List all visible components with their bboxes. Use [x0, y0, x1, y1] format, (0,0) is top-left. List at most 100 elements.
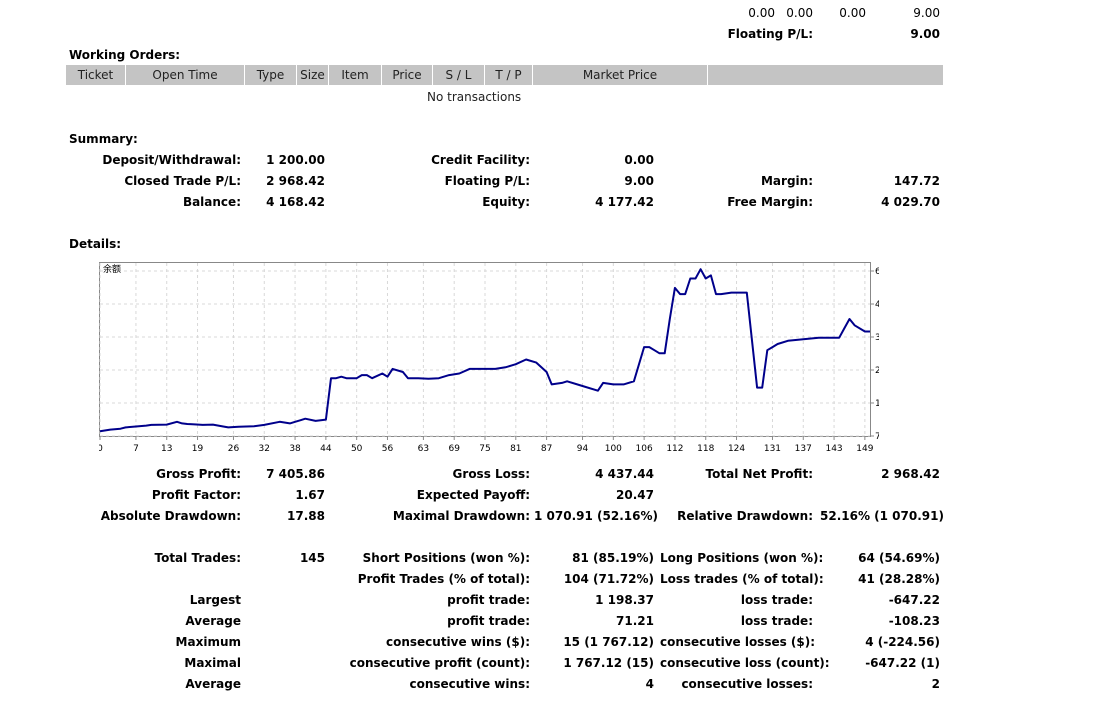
stat-label: Expected Payoff: [416, 488, 530, 502]
stat-value: 4 [645, 677, 654, 691]
x-tick-label: 81 [510, 444, 521, 454]
x-tick-label: 100 [605, 444, 622, 454]
stat-label: Profit Factor: [151, 488, 241, 502]
stat-label: Largest [189, 593, 241, 607]
summary-label: Margin: [760, 174, 813, 188]
chart-title: 余额 [103, 263, 121, 275]
stat-value: 52.16% (1 070.91) [820, 509, 944, 523]
stat-label: Average [185, 614, 241, 628]
stat-label: Average [185, 677, 241, 691]
y-tick-label: 2864 [875, 366, 879, 376]
stat-value: 41 (28.28%) [858, 572, 940, 586]
x-tick-label: 50 [351, 444, 363, 454]
col-tp[interactable]: T / P [485, 65, 533, 85]
stat-label: Short Positions (won %): [362, 551, 530, 565]
top-value-4: 9.00 [913, 6, 940, 20]
x-tick-label: 87 [541, 444, 552, 454]
stat-label: profit trade: [447, 614, 530, 628]
working-orders-title: Working Orders: [69, 48, 181, 62]
summary-value: 2 968.42 [266, 174, 325, 188]
balance-line [99, 268, 870, 433]
stat-label: Gross Profit: [156, 467, 241, 481]
col-price[interactable]: Price [382, 65, 433, 85]
x-tick-label: 131 [764, 444, 781, 454]
stat-value: 4 437.44 [595, 467, 654, 481]
top-floating-label: Floating P/L: [727, 27, 813, 41]
x-tick-label: 75 [479, 444, 490, 454]
summary-value: 147.72 [893, 174, 940, 188]
stat-value: 145 [299, 551, 325, 565]
stat-label: consecutive profit (count): [349, 656, 530, 670]
x-tick-label: 0 [99, 444, 103, 454]
col-market-price[interactable]: Market Price [533, 65, 708, 85]
stat-label: consecutive losses ($): [660, 635, 816, 649]
stat-label: Profit Trades (% of total): [357, 572, 530, 586]
stat-value: 7 405.86 [266, 467, 325, 481]
bottom-taskbar-strip [630, 698, 1097, 704]
col-type[interactable]: Type [245, 65, 297, 85]
x-tick-label: 143 [825, 444, 842, 454]
x-tick-label: 7 [133, 444, 139, 454]
col-size[interactable]: Size [297, 65, 329, 85]
x-tick-label: 112 [666, 444, 683, 454]
stat-value: 2 [931, 677, 940, 691]
stat-value: 1.67 [295, 488, 325, 502]
summary-label: Equity: [482, 195, 530, 209]
stat-value: 71.21 [616, 614, 654, 628]
stat-value: 20.47 [616, 488, 654, 502]
stat-label: Gross Loss: [452, 467, 530, 481]
stat-label: Long Positions (won %): [660, 551, 824, 565]
x-tick-label: 56 [382, 444, 394, 454]
top-value-2: 0.00 [786, 6, 813, 20]
stat-value: 4 (-224.56) [865, 635, 940, 649]
series-group [99, 268, 870, 433]
stat-value: 2 968.42 [881, 467, 940, 481]
top-floating-value: 9.00 [910, 27, 940, 41]
stat-label: Relative Drawdown: [677, 509, 813, 523]
stat-label: consecutive wins ($): [385, 635, 530, 649]
x-tick-label: 124 [728, 444, 745, 454]
stat-label: profit trade: [447, 593, 530, 607]
stat-label: Maximum [175, 635, 241, 649]
details-title: Details: [69, 237, 122, 251]
stat-label: Total Net Profit: [705, 467, 813, 481]
y-tick-label: 745 [875, 432, 879, 442]
stat-label: Maximal [184, 656, 241, 670]
summary-label: Floating P/L: [444, 174, 530, 188]
stat-label: Total Trades: [154, 551, 241, 565]
summary-label: Closed Trade P/L: [124, 174, 241, 188]
x-tick-label: 94 [577, 444, 589, 454]
col-ticket[interactable]: Ticket [66, 65, 126, 85]
stat-value: 15 (1 767.12) [563, 635, 654, 649]
x-tick-label: 149 [856, 444, 873, 454]
stat-label: Loss trades (% of total): [660, 572, 824, 586]
top-value-1: 0.00 [748, 6, 775, 20]
stat-label: Absolute Drawdown: [100, 509, 241, 523]
stat-value: 1 198.37 [595, 593, 654, 607]
stat-label: consecutive losses: [681, 677, 813, 691]
stat-value: -647.22 (1) [865, 656, 940, 670]
stat-value: 81 (85.19%) [572, 551, 654, 565]
col-item[interactable]: Item [329, 65, 382, 85]
col-open-time[interactable]: Open Time [126, 65, 245, 85]
x-tick-label: 26 [228, 444, 240, 454]
balance-chart: 0 7 13 19 26 32 38 44 50 56 63 69 75 81 87 94 100 106 112 1… [99, 262, 879, 454]
summary-label: Balance: [182, 195, 241, 209]
stat-label: loss trade: [740, 614, 813, 628]
x-tick-label: 44 [320, 444, 332, 454]
stat-label: consecutive loss (count): [660, 656, 830, 670]
summary-value: 4 177.42 [595, 195, 654, 209]
summary-value: 1 200.00 [266, 153, 325, 167]
stat-label: consecutive wins: [409, 677, 530, 691]
stat-value: 64 (54.69%) [858, 551, 940, 565]
summary-value: 4 029.70 [881, 195, 940, 209]
stat-value: 1 767.12 (15) [563, 656, 654, 670]
col-sl[interactable]: S / L [433, 65, 485, 85]
summary-value: 9.00 [624, 174, 654, 188]
x-tick-label: 106 [636, 444, 653, 454]
stat-value: 104 (71.72%) [563, 572, 654, 586]
x-tick-label: 19 [192, 444, 204, 454]
summary-label: Credit Facility: [431, 153, 530, 167]
no-transactions-text: No transactions [427, 90, 522, 104]
x-tick-label: 118 [697, 444, 714, 454]
